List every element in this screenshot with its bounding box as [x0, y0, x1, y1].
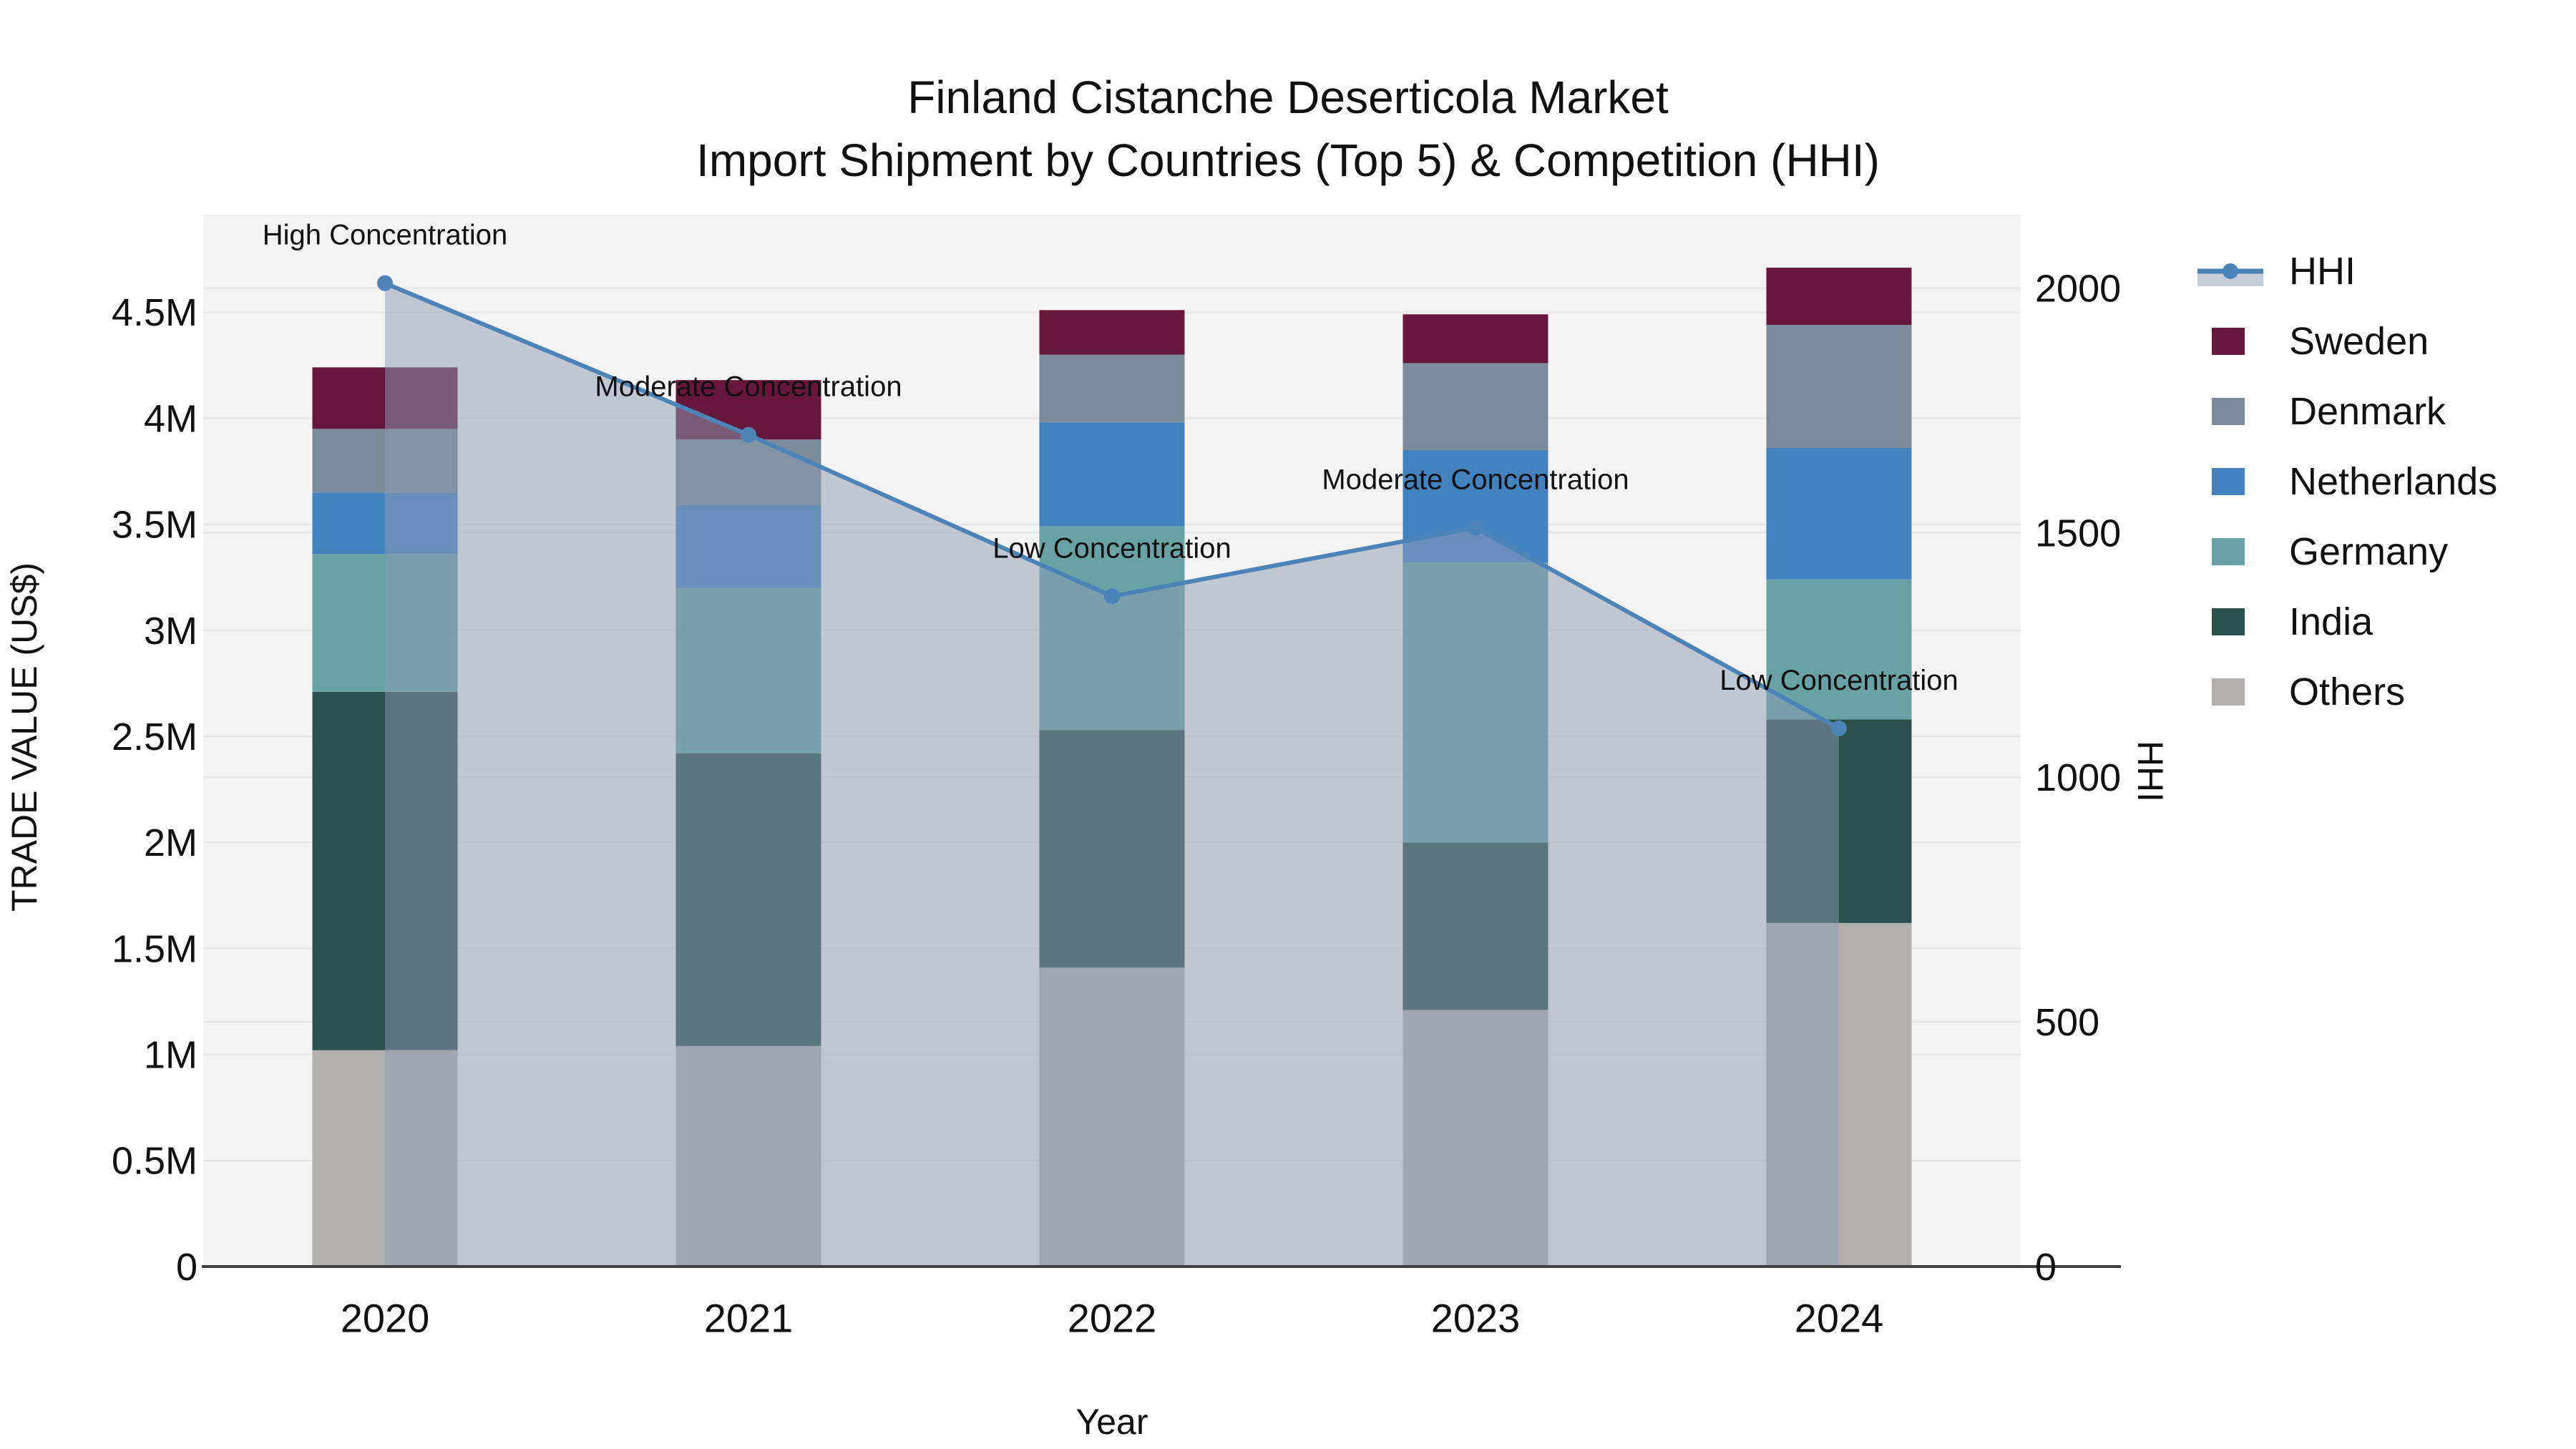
y-left-tick-1.5M: 1.5M: [112, 927, 197, 970]
swatch-icon: [2212, 608, 2245, 635]
annotation-2024: Low Concentration: [1719, 665, 1958, 696]
y-left-tick-4M: 4M: [144, 397, 197, 440]
swatch-icon: [2212, 398, 2245, 425]
legend-item-india[interactable]: India: [2196, 587, 2497, 657]
legend-label-india: India: [2289, 600, 2373, 643]
legend-swatch-sweden: [2196, 328, 2265, 355]
legend-label-sweden: Sweden: [2289, 320, 2429, 363]
x-tick-2024: 2024: [1795, 1296, 1884, 1341]
y-left-tick-2M: 2M: [144, 821, 197, 864]
legend-label-netherlands: Netherlands: [2289, 460, 2498, 503]
swatch-icon: [2212, 468, 2245, 495]
swatch-icon: [2212, 678, 2245, 706]
bar-segment-netherlands-2022[interactable]: [1039, 422, 1185, 527]
y-axis-title-right: HHI: [2130, 740, 2170, 803]
x-tick-2020: 2020: [341, 1296, 430, 1341]
bar-segment-sweden-2022[interactable]: [1039, 310, 1185, 355]
y-right-tick-2000: 2000: [2035, 267, 2121, 310]
bar-segment-netherlands-2024[interactable]: [1766, 448, 1912, 580]
hhi-marker-2024[interactable]: [1831, 720, 1847, 736]
legend-item-hhi[interactable]: HHI: [2196, 236, 2497, 306]
x-tick-2022: 2022: [1068, 1296, 1157, 1341]
y-left-tick-1M: 1M: [144, 1034, 197, 1077]
legend: HHI Sweden Denmark Netherlands Germany India O…: [2196, 236, 2497, 727]
legend-item-others[interactable]: Others: [2196, 657, 2497, 727]
legend-swatch-germany: [2196, 538, 2265, 565]
annotation-2020: High Concentration: [263, 220, 507, 251]
bar-segment-denmark-2022[interactable]: [1039, 354, 1185, 423]
y-axis-title-left: TRADE VALUE (US$): [4, 562, 44, 912]
bar-segment-sweden-2024[interactable]: [1766, 268, 1912, 326]
hhi-marker-2021[interactable]: [741, 426, 756, 443]
legend-swatch-netherlands: [2196, 468, 2265, 495]
annotation-2023: Moderate Concentration: [1322, 464, 1629, 496]
swatch-icon: [2212, 538, 2245, 565]
bar-segment-sweden-2023[interactable]: [1402, 314, 1548, 364]
legend-swatch-others: [2196, 678, 2265, 706]
x-tick-2023: 2023: [1431, 1296, 1521, 1341]
y-left-tick-4.5M: 4.5M: [112, 291, 197, 334]
hhi-line-glyph: [2197, 263, 2263, 286]
legend-item-sweden[interactable]: Sweden: [2196, 306, 2497, 376]
x-tick-2021: 2021: [704, 1296, 794, 1341]
hhi-line-legend-icon: [2196, 253, 2265, 290]
y-left-tick-3.5M: 3.5M: [112, 504, 197, 547]
chart-title-line2: Import Shipment by Countries (Top 5) & C…: [696, 135, 1880, 186]
legend-label-germany: Germany: [2289, 530, 2449, 573]
legend-item-netherlands[interactable]: Netherlands: [2196, 447, 2497, 517]
annotation-2021: Moderate Concentration: [595, 371, 902, 403]
chart-title: Finland Cistanche Deserticola Market Imp…: [93, 66, 2483, 192]
legend-label-hhi: HHI: [2289, 250, 2356, 293]
y-left-tick-0.5M: 0.5M: [112, 1140, 197, 1183]
legend-item-denmark[interactable]: Denmark: [2196, 376, 2497, 447]
legend-label-others: Others: [2289, 670, 2406, 713]
y-right-tick-0: 0: [2035, 1246, 2057, 1289]
x-axis-title: Year: [1075, 1402, 1148, 1442]
legend-swatch-india: [2196, 608, 2265, 635]
y-right-tick-500: 500: [2035, 1001, 2099, 1044]
bar-segment-denmark-2023[interactable]: [1402, 363, 1548, 450]
y-left-tick-3M: 3M: [144, 610, 197, 653]
annotation-2022: Low Concentration: [992, 532, 1231, 564]
y-left-tick-0: 0: [176, 1246, 197, 1289]
legend-item-germany[interactable]: Germany: [2196, 517, 2497, 587]
bar-segment-germany-2024[interactable]: [1766, 579, 1912, 720]
hhi-marker-2020[interactable]: [377, 275, 393, 291]
bar-segment-denmark-2024[interactable]: [1766, 325, 1912, 449]
hhi-marker-2023[interactable]: [1468, 519, 1483, 536]
swatch-icon: [2212, 328, 2245, 355]
legend-swatch-denmark: [2196, 398, 2265, 425]
y-right-tick-1000: 1000: [2035, 756, 2121, 799]
hhi-marker-2022[interactable]: [1104, 588, 1120, 605]
y-right-tick-1500: 1500: [2035, 512, 2121, 555]
chart-title-line1: Finland Cistanche Deserticola Market: [907, 72, 1669, 123]
legend-label-denmark: Denmark: [2289, 390, 2446, 433]
y-left-tick-2.5M: 2.5M: [112, 716, 197, 758]
